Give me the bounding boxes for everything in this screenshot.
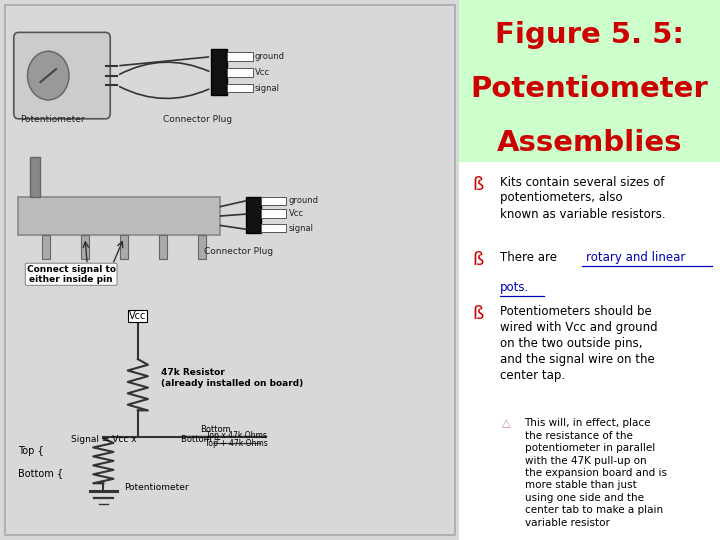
Bar [459, 162, 720, 540]
Text: This will, in effect, place
the resistance of the
potentiometer in parallel
with: This will, in effect, place the resistan… [524, 418, 667, 528]
Text: 47k Resistor
(already installed on board): 47k Resistor (already installed on board… [161, 368, 303, 388]
FancyBboxPatch shape [14, 32, 110, 119]
Text: Figure 5. 5:: Figure 5. 5: [495, 21, 684, 49]
Text: Potentiometer: Potentiometer [124, 483, 189, 492]
Text: Potentiometer: Potentiometer [471, 75, 708, 103]
Text: Vcc: Vcc [129, 311, 146, 321]
Bar [30, 157, 40, 197]
Bar [228, 52, 253, 61]
Bar [120, 235, 128, 259]
Text: Potentiometers should be
wired with Vcc and ground
on the two outside pins,
and : Potentiometers should be wired with Vcc … [500, 305, 657, 382]
Text: Top x 47k Ohms: Top x 47k Ohms [206, 431, 267, 441]
Text: signal: signal [255, 84, 280, 92]
Bar [42, 235, 50, 259]
Text: Top + 47k Ohms: Top + 47k Ohms [205, 439, 268, 448]
Bar [246, 197, 261, 233]
Text: ground: ground [289, 197, 318, 205]
Text: Bottom: Bottom [201, 425, 231, 434]
Text: ß: ß [472, 305, 483, 323]
Text: Bottom +: Bottom + [181, 435, 222, 444]
Text: Vcc: Vcc [289, 209, 303, 218]
Bar [159, 235, 167, 259]
Bar [261, 224, 286, 232]
Text: ground: ground [255, 52, 285, 61]
Text: Connector Plug: Connector Plug [163, 114, 232, 124]
Bar [211, 49, 228, 94]
Text: Top {: Top { [19, 446, 44, 456]
Text: Kits contain several sizes of
potentiometers, also
known as variable resistors.: Kits contain several sizes of potentiome… [500, 176, 665, 220]
Text: Connect signal to
either inside pin: Connect signal to either inside pin [27, 265, 116, 284]
Text: rotary and linear: rotary and linear [586, 251, 685, 264]
Bar [228, 68, 253, 77]
Bar [19, 197, 220, 235]
Bar [198, 235, 206, 259]
Text: Assemblies: Assemblies [497, 129, 683, 157]
Text: Signal = Vcc x: Signal = Vcc x [71, 435, 137, 444]
Text: Connector Plug: Connector Plug [204, 247, 274, 256]
Text: Vcc: Vcc [255, 68, 270, 77]
Text: Potentiometer: Potentiometer [20, 114, 85, 124]
Bar [228, 84, 253, 92]
Bar [261, 209, 286, 218]
Text: △: △ [502, 418, 510, 429]
Bar [81, 235, 89, 259]
Circle shape [27, 51, 69, 100]
Text: signal: signal [289, 224, 313, 233]
Text: ß: ß [472, 251, 483, 269]
Text: pots.: pots. [500, 281, 529, 294]
Text: There are: There are [500, 251, 560, 264]
Bar [459, 0, 720, 162]
Text: Bottom {: Bottom { [19, 468, 63, 478]
Text: ß: ß [472, 176, 483, 193]
Bar [261, 197, 286, 205]
